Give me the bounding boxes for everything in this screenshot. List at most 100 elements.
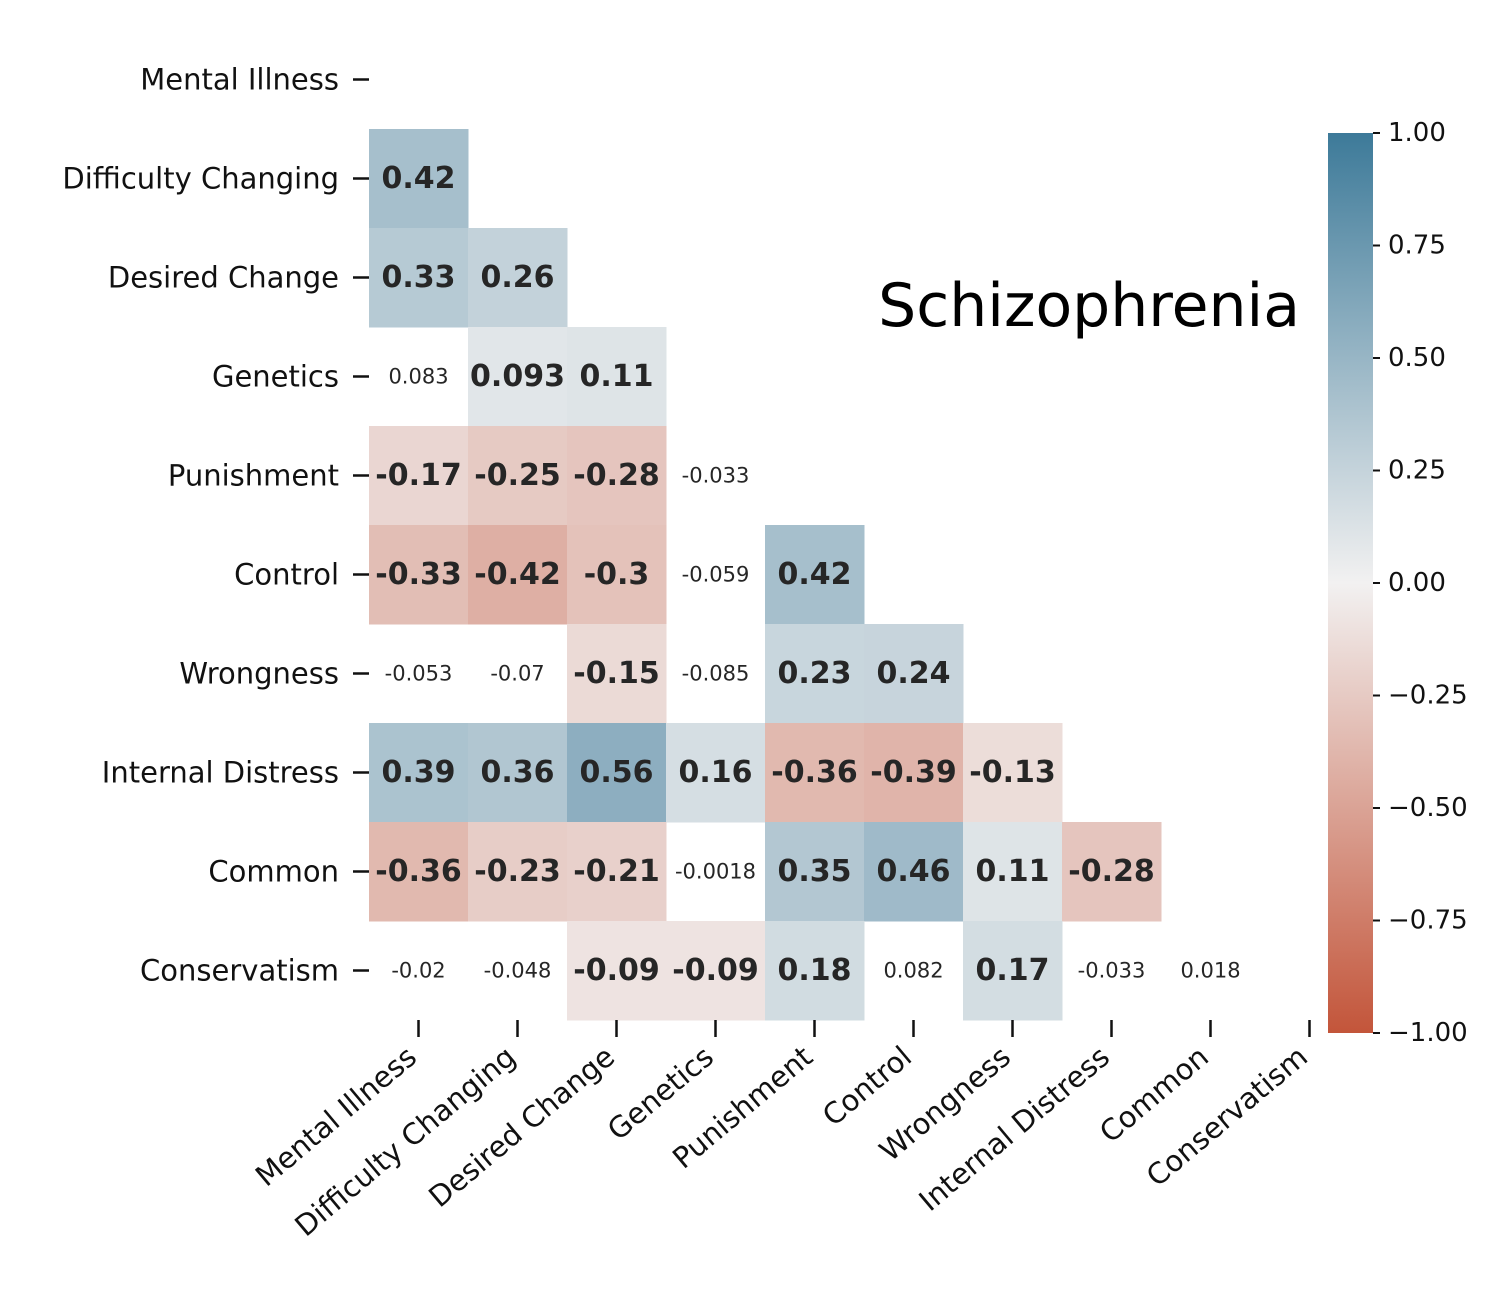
cell-value-label: 0.24: [876, 656, 950, 691]
cell-value-label: 0.39: [381, 755, 455, 790]
heatmap-cell: [369, 723, 469, 823]
cell-value-label: -0.42: [474, 557, 560, 592]
y-tick-label: Wrongness: [179, 657, 339, 691]
y-tick-label: Desired Change: [108, 261, 339, 295]
heatmap-cell: [567, 921, 667, 1021]
cell-value-label: 0.18: [777, 953, 851, 988]
cell-value-label: -0.048: [484, 959, 552, 983]
cell-value-label: -0.3: [584, 557, 650, 592]
cell-value-label: 0.56: [579, 755, 653, 790]
heatmap-cells: [369, 129, 1162, 1021]
y-tick-label: Control: [234, 558, 339, 592]
heatmap-cell-labels: 0.42 0.33 0.26 0.083 0.093 0.11 -0.17 -0.25 -0.2…: [375, 161, 1240, 988]
cell-value-label: 0.23: [777, 656, 851, 691]
heatmap-cell: [567, 822, 667, 922]
cell-value-label: -0.25: [474, 458, 560, 493]
cell-value-label: -0.0018: [675, 860, 756, 884]
heatmap-cell: [369, 822, 469, 922]
cell-value-label: -0.36: [771, 755, 857, 790]
heatmap-cell: [963, 723, 1063, 823]
heatmap-cell: [864, 624, 964, 724]
cell-value-label: -0.15: [573, 656, 659, 691]
colorbar: 1.00 0.75 0.50 0.25 0.00 −0.25 −0.50 −0.75 −1.00: [1328, 118, 1468, 1048]
cell-value-label: 0.11: [975, 854, 1049, 889]
cell-value-label: -0.09: [672, 953, 758, 988]
y-tick-label: Genetics: [212, 360, 339, 394]
heatmap-cell: [666, 921, 766, 1021]
cell-value-label: 0.36: [480, 755, 554, 790]
heatmap-cell: [369, 228, 469, 328]
heatmap-cell: [765, 921, 865, 1021]
heatmap-cell: [567, 525, 667, 625]
y-tick-label: Mental Illness: [140, 63, 339, 97]
chart-title: Schizophrenia: [878, 271, 1300, 341]
heatmap-cell: [468, 723, 568, 823]
cell-value-label: -0.085: [682, 662, 750, 686]
heatmap-cell: [864, 723, 964, 823]
cell-value-label: -0.28: [573, 458, 659, 493]
cell-value-label: -0.033: [682, 464, 750, 488]
cell-value-label: -0.07: [490, 662, 544, 686]
heatmap-cell: [1062, 822, 1162, 922]
heatmap-cell: [963, 921, 1063, 1021]
colorbar-tick-label: 1.00: [1388, 118, 1446, 148]
colorbar-tick-label: −0.75: [1388, 906, 1468, 936]
heatmap-cell: [468, 228, 568, 328]
cell-value-label: -0.053: [385, 662, 453, 686]
heatmap-cell: [567, 723, 667, 823]
heatmap-cell: [468, 822, 568, 922]
y-tick-label: Common: [208, 855, 339, 889]
cell-value-label: -0.21: [573, 854, 659, 889]
heatmap-cell: [369, 525, 469, 625]
cell-value-label: -0.17: [375, 458, 461, 493]
cell-value-label: -0.02: [391, 959, 445, 983]
heatmap-cell: [765, 525, 865, 625]
cell-value-label: -0.033: [1078, 959, 1146, 983]
cell-value-label: 0.093: [470, 359, 565, 394]
cell-value-label: -0.059: [682, 563, 750, 587]
heatmap-cell: [369, 426, 469, 526]
cell-value-label: 0.42: [381, 161, 455, 196]
colorbar-tick-label: 0.25: [1388, 456, 1446, 486]
heatmap-cell: [765, 822, 865, 922]
heatmap-cell: [369, 129, 469, 229]
cell-value-label: 0.083: [388, 365, 448, 389]
cell-value-label: -0.13: [969, 755, 1055, 790]
colorbar-tick-label: 0.50: [1388, 343, 1446, 373]
heatmap-cell: [963, 822, 1063, 922]
colorbar-tick-label: 0.75: [1388, 231, 1446, 261]
cell-value-label: 0.35: [777, 854, 851, 889]
colorbar-tick-label: −1.00: [1388, 1018, 1468, 1048]
heatmap-cell: [666, 723, 766, 823]
cell-value-label: -0.39: [870, 755, 956, 790]
y-axis: Mental Illness Difficulty Changing Desired…: [62, 63, 369, 988]
colorbar-tick-label: −0.25: [1388, 681, 1468, 711]
colorbar-tick-label: 0.00: [1388, 568, 1446, 598]
colorbar-gradient: [1328, 133, 1373, 1033]
colorbar-tick-label: −0.50: [1388, 793, 1468, 823]
cell-value-label: 0.16: [678, 755, 752, 790]
heatmap-cell: [765, 723, 865, 823]
heatmap-cell: [864, 822, 964, 922]
cell-value-label: 0.018: [1180, 959, 1240, 983]
cell-value-label: -0.28: [1068, 854, 1154, 889]
y-tick-label: Internal Distress: [102, 756, 339, 790]
cell-value-label: 0.46: [876, 854, 950, 889]
cell-value-label: -0.09: [573, 953, 659, 988]
heatmap-cell: [567, 426, 667, 526]
cell-value-label: -0.23: [474, 854, 560, 889]
cell-value-label: -0.36: [375, 854, 461, 889]
y-tick-label: Conservatism: [140, 954, 339, 988]
heatmap-cell: [468, 327, 568, 427]
heatmap-cell: [468, 426, 568, 526]
cell-value-label: 0.26: [480, 260, 554, 295]
cell-value-label: 0.11: [579, 359, 653, 394]
cell-value-label: 0.082: [883, 959, 943, 983]
cell-value-label: 0.17: [975, 953, 1049, 988]
heatmap-cell: [567, 624, 667, 724]
heatmap-cell: [468, 525, 568, 625]
y-tick-label: Difficulty Changing: [62, 162, 339, 196]
cell-value-label: 0.33: [381, 260, 455, 295]
